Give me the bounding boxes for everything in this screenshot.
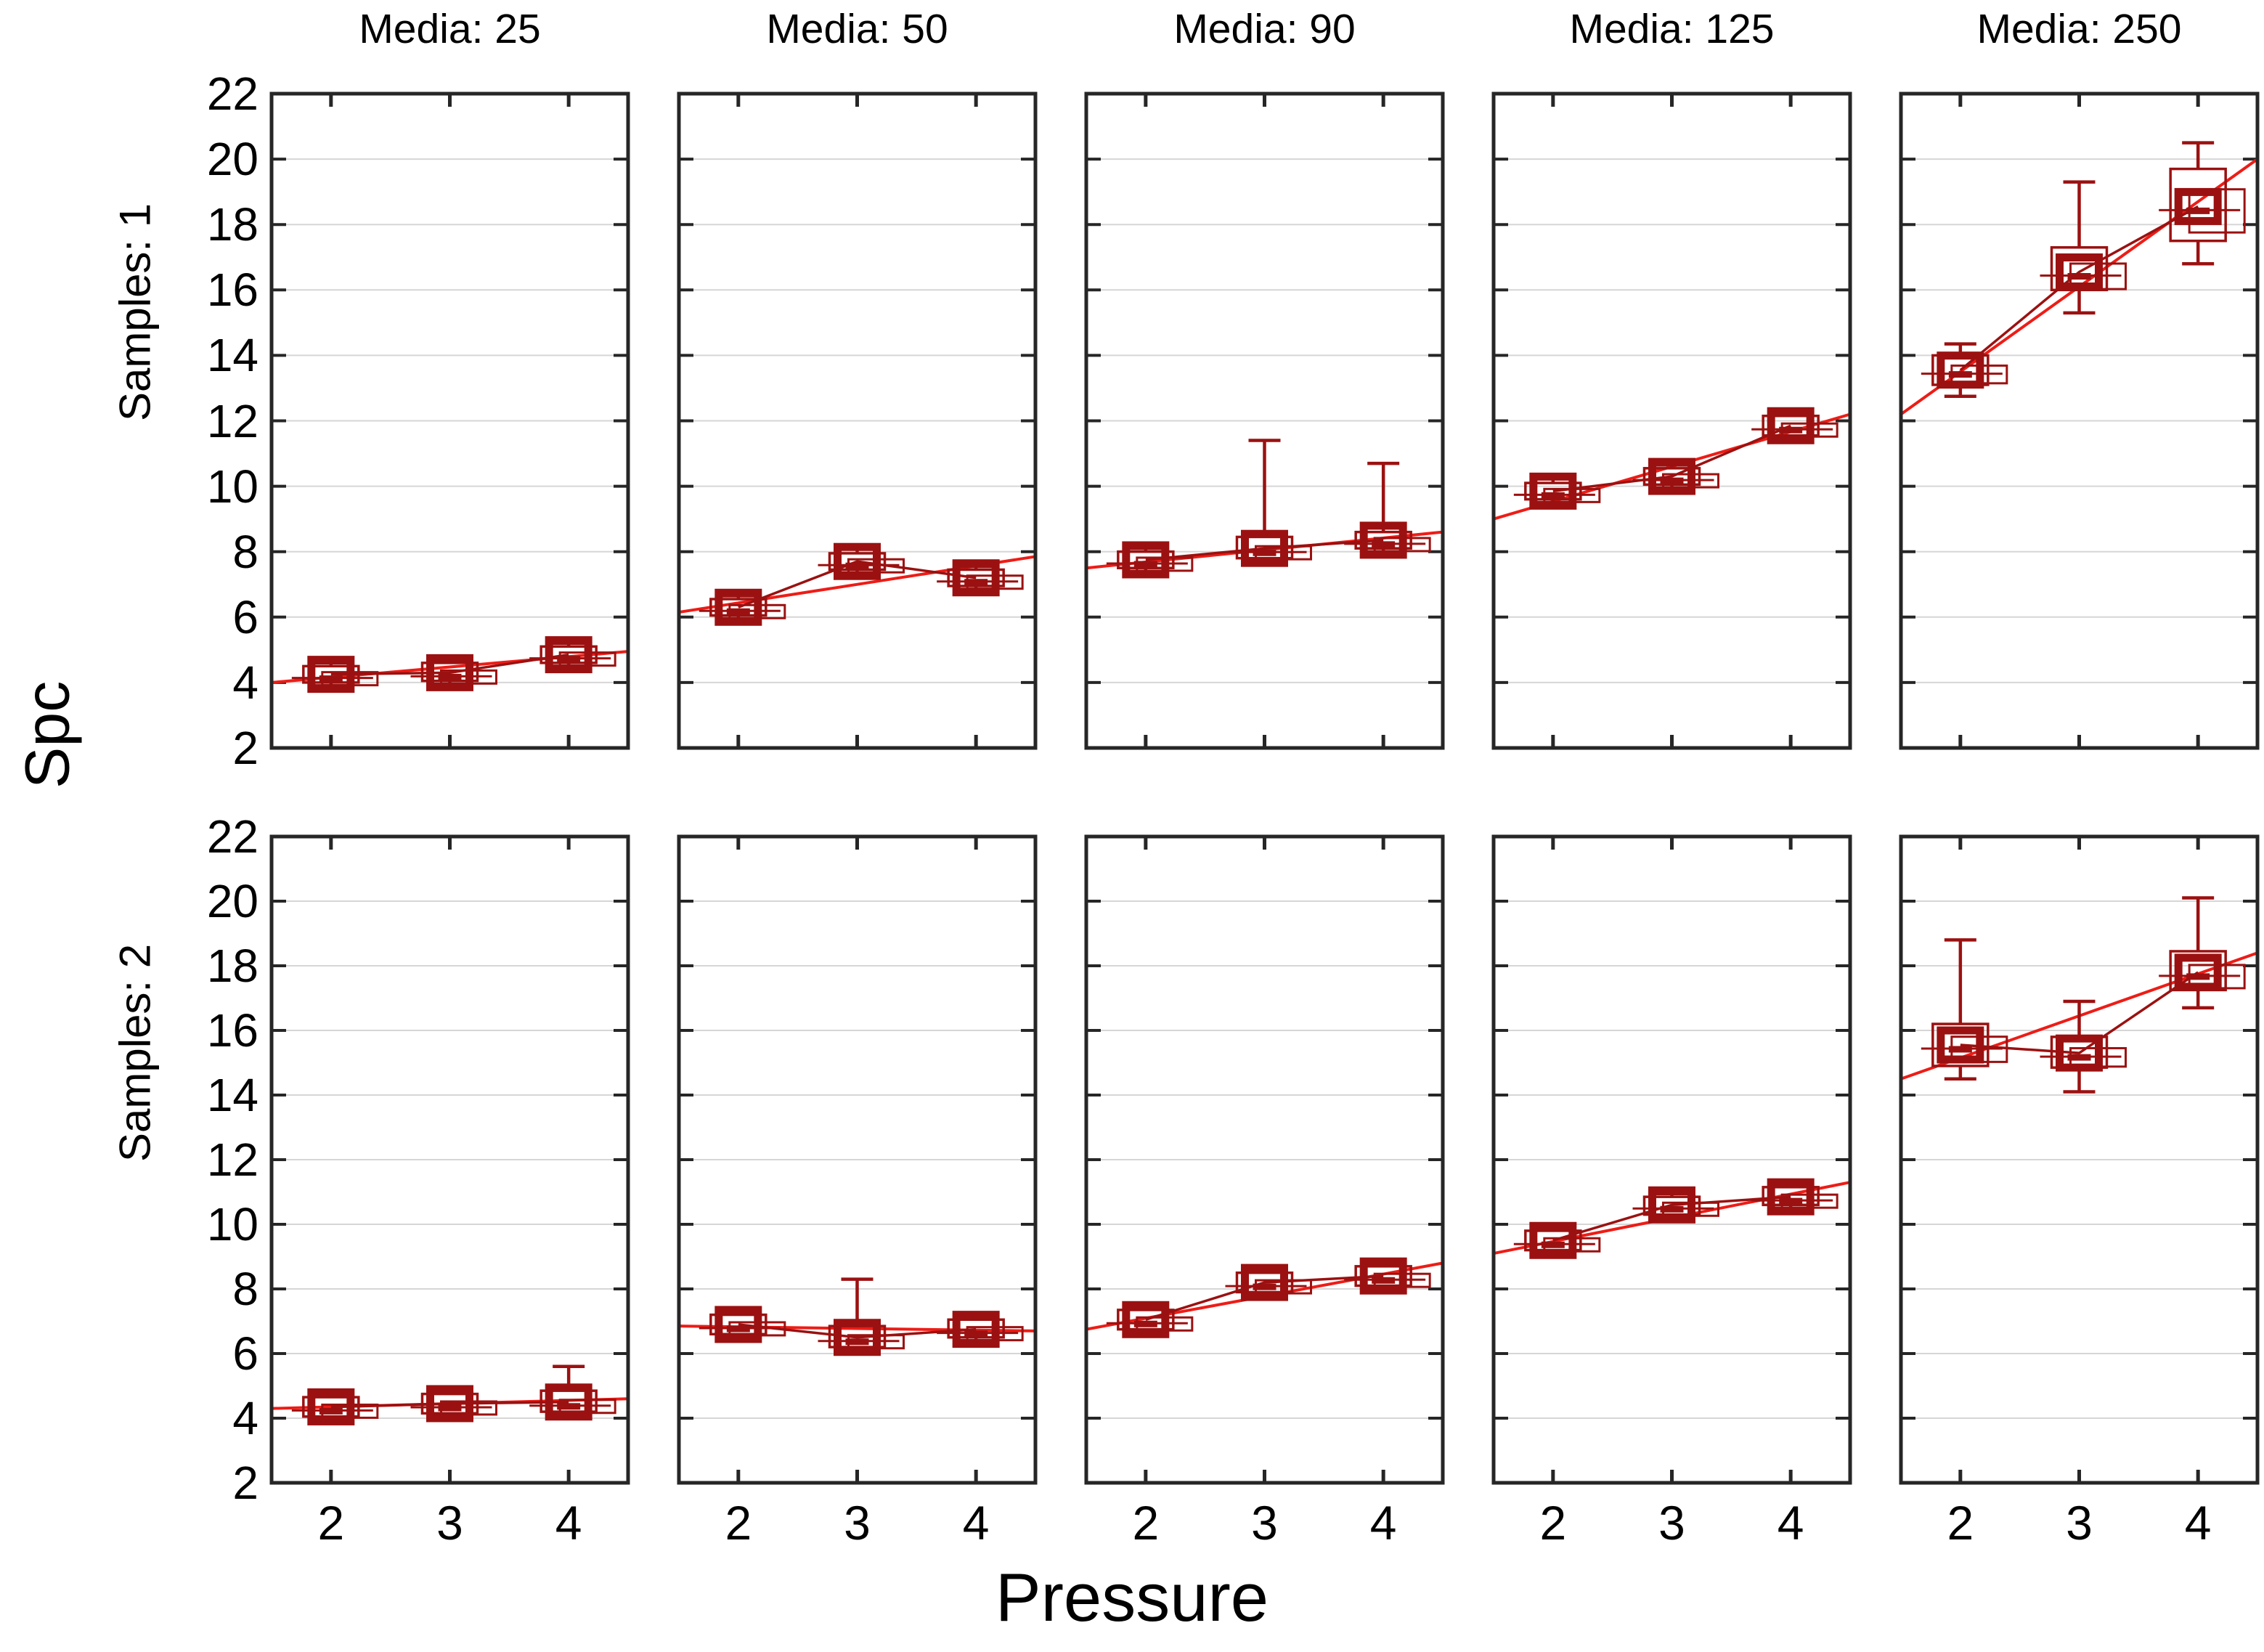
y-tick-label: 4 <box>232 1392 258 1444</box>
x-tick-label: 4 <box>962 1496 990 1550</box>
panel-90-samples-2 <box>1084 834 1445 1485</box>
y-tick-label: 16 <box>206 264 258 317</box>
y-tick-label: 12 <box>206 1134 258 1186</box>
x-tick-label: 3 <box>1251 1496 1278 1550</box>
y-tick-label: 22 <box>206 68 258 120</box>
x-tick-label: 2 <box>1947 1496 1974 1550</box>
panel-250-samples-1 <box>1899 91 2260 750</box>
col-title-media-250: Media: 250 <box>1976 6 2182 52</box>
x-tick-label: 2 <box>725 1496 752 1550</box>
x-axis-title: Pressure <box>995 1559 1269 1635</box>
y-tick-label: 18 <box>206 198 258 251</box>
y-tick-label: 12 <box>206 394 258 447</box>
x-tick-label: 2 <box>1132 1496 1160 1550</box>
x-tick-label: 4 <box>2184 1496 2212 1550</box>
y-tick-label: 2 <box>232 1457 258 1509</box>
x-tick-label: 4 <box>1777 1496 1804 1550</box>
y-tick-label: 18 <box>206 940 258 992</box>
panel-250-samples-2 <box>1899 834 2260 1485</box>
x-tick-label: 4 <box>555 1496 582 1550</box>
col-title-media-90: Media: 90 <box>1173 6 1356 52</box>
panel-50-samples-2 <box>677 834 1038 1485</box>
y-tick-label: 20 <box>206 875 258 927</box>
panel-50-samples-1 <box>677 91 1038 750</box>
panel-25-samples-2 <box>269 834 630 1485</box>
col-title-media-50: Media: 50 <box>766 6 948 52</box>
y-tick-label: 14 <box>206 329 258 382</box>
col-title-media-25: Media: 25 <box>359 6 541 52</box>
y-tick-label: 16 <box>206 1004 258 1057</box>
y-tick-label: 6 <box>232 590 258 643</box>
y-tick-label: 20 <box>206 133 258 186</box>
y-tick-label: 14 <box>206 1069 258 1121</box>
panel-125-samples-1 <box>1491 91 1852 750</box>
y-tick-label: 10 <box>206 460 258 513</box>
x-tick-label: 3 <box>436 1496 463 1550</box>
y-tick-label: 22 <box>206 810 258 863</box>
col-title-media-125: Media: 125 <box>1569 6 1775 52</box>
panel-90-samples-1 <box>1084 91 1445 750</box>
panel-25-samples-1 <box>269 91 630 750</box>
x-tick-label: 3 <box>2066 1496 2093 1550</box>
x-tick-label: 2 <box>317 1496 345 1550</box>
x-tick-label: 3 <box>1658 1496 1685 1550</box>
y-tick-label: 6 <box>232 1327 258 1380</box>
x-tick-label: 2 <box>1539 1496 1567 1550</box>
panel-125-samples-2 <box>1491 834 1852 1485</box>
y-tick-label: 2 <box>232 722 258 774</box>
y-tick-label: 4 <box>232 656 258 709</box>
y-tick-label: 8 <box>232 525 258 578</box>
x-tick-label: 3 <box>844 1496 871 1550</box>
y-tick-label: 8 <box>232 1263 258 1315</box>
x-tick-label: 4 <box>1369 1496 1397 1550</box>
y-tick-label: 10 <box>206 1198 258 1250</box>
